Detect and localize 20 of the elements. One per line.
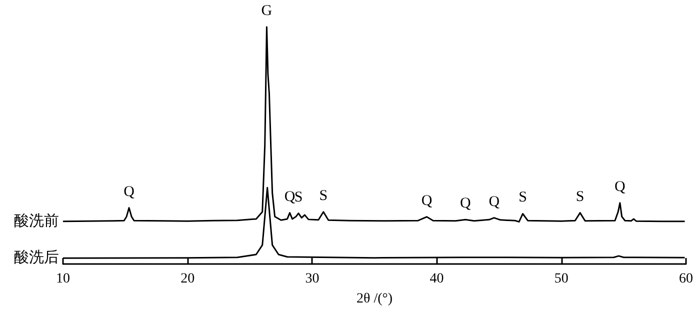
x-axis-title: 2θ /(°) <box>356 292 393 306</box>
series-label: 酸洗后 <box>14 249 59 266</box>
x-tick-label: 60 <box>679 272 693 286</box>
annotation: Q <box>488 194 500 210</box>
annotation: S <box>518 190 527 206</box>
annotation: Q <box>614 178 626 195</box>
annotation: G <box>261 2 272 19</box>
annotation: Q <box>124 184 135 200</box>
x-tick-label: 40 <box>430 272 444 286</box>
annotation: Q <box>284 188 296 205</box>
x-tick-label: 30 <box>305 272 320 286</box>
series-label: 酸洗前 <box>14 212 59 230</box>
annotation: Q <box>460 196 472 212</box>
x-tick-label: 50 <box>554 272 568 286</box>
annotation: S <box>576 188 584 205</box>
annotation: Q <box>421 192 432 209</box>
x-tick-label: 20 <box>180 272 195 286</box>
annotation: S <box>319 188 328 204</box>
annotation: S <box>294 189 303 206</box>
x-tick-label: 10 <box>56 272 70 286</box>
